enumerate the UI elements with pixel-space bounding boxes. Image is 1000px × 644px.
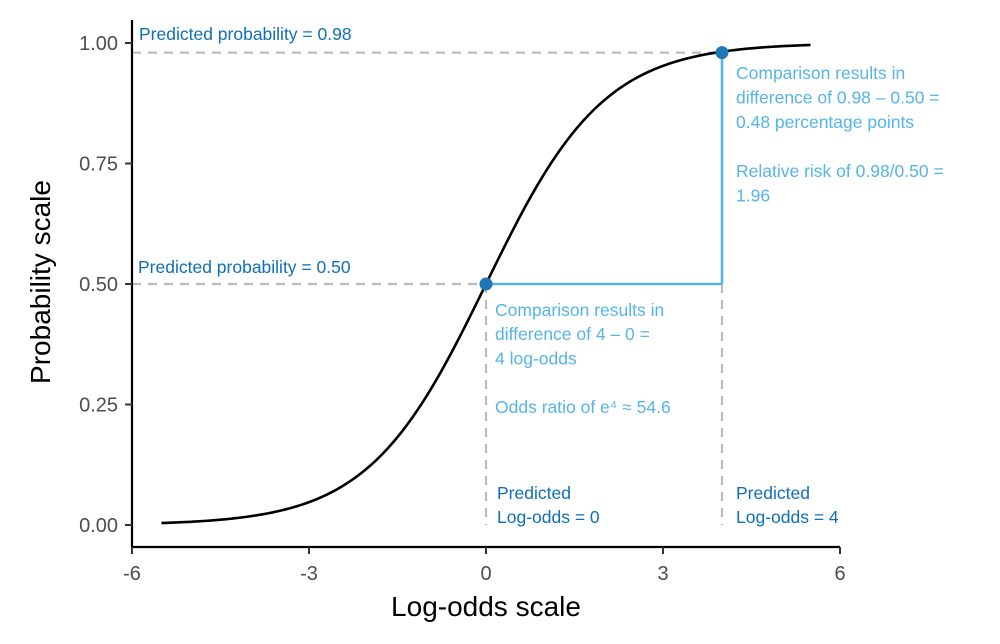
annotation-prob-comparison: Comparison results in difference of 0.98 … (736, 63, 944, 206)
y-axis-title: Probability scale (25, 180, 56, 384)
annotation-logodds-comparison: Comparison results in difference of 4 – 0… (495, 300, 671, 417)
x-tick-label: 6 (834, 563, 845, 585)
y-tick-label: 1.00 (79, 33, 118, 55)
data-point-0 (479, 277, 493, 291)
highlighted-points (479, 46, 729, 291)
y-tick-label: 0.00 (79, 515, 118, 537)
annotation-prob-mid: Predicted probability = 0.50 (138, 257, 351, 277)
annotation-logodds-4: Predicted Log-odds = 4 (736, 483, 839, 527)
ticks: -6 -3 0 3 6 0.00 0.25 0.50 0.75 1.00 (79, 33, 846, 585)
guide-lines (132, 51, 724, 525)
annotation-logodds-0: Predicted Log-odds = 0 (497, 483, 600, 527)
y-tick-label: 0.75 (79, 154, 118, 176)
comparison-connectors (486, 52, 724, 286)
x-axis-title: Log-odds scale (391, 591, 581, 622)
x-tick-label: 3 (657, 563, 668, 585)
x-tick-label: -3 (300, 563, 318, 585)
data-point-1 (715, 46, 729, 60)
x-tick-label: -6 (123, 563, 141, 585)
x-tick-label: 0 (480, 563, 491, 585)
annotation-prob-high: Predicted probability = 0.98 (139, 24, 352, 44)
y-tick-label: 0.50 (79, 274, 118, 296)
annotations: Predicted probability = 0.98 Predicted pr… (138, 24, 944, 527)
y-tick-label: 0.25 (79, 395, 118, 417)
